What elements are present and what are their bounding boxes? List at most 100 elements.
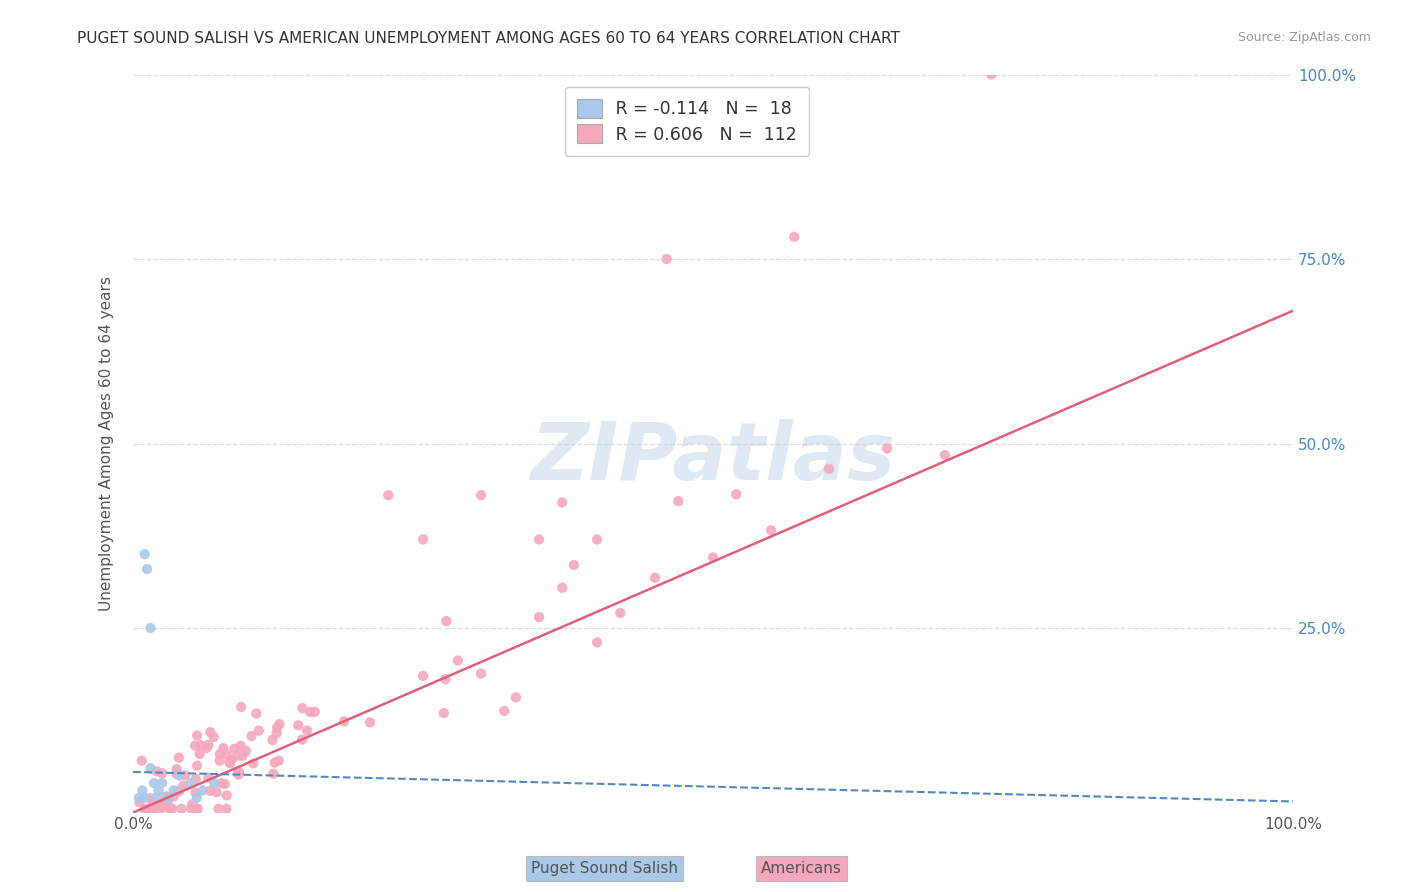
Point [551, 581, 574, 595]
Point [221, 752, 243, 766]
Point [247, 723, 270, 738]
Point [156, 795, 179, 809]
Point [166, 767, 188, 781]
Point [224, 741, 246, 756]
Point [181, 797, 204, 811]
Point [156, 790, 179, 805]
Point [267, 754, 290, 768]
Point [188, 747, 211, 761]
Text: Source: ZipAtlas.com: Source: ZipAtlas.com [1237, 31, 1371, 45]
Point [150, 766, 173, 780]
Point [180, 776, 202, 790]
Point [139, 791, 162, 805]
Point [184, 785, 207, 799]
Point [725, 487, 748, 501]
Point [229, 700, 252, 714]
Point [551, 495, 574, 509]
Point [205, 785, 228, 799]
Text: Americans: Americans [761, 861, 842, 876]
Point [174, 768, 197, 782]
Point [184, 772, 207, 786]
Point [208, 754, 231, 768]
Point [149, 796, 172, 810]
Point [702, 550, 724, 565]
Point [412, 533, 434, 547]
Point [433, 706, 456, 720]
Legend:  R = -0.114   N =  18,  R = 0.606   N =  112: R = -0.114 N = 18, R = 0.606 N = 112 [565, 87, 810, 156]
Point [155, 789, 177, 804]
Point [228, 764, 250, 779]
Point [219, 756, 242, 771]
Point [186, 758, 208, 772]
Point [195, 740, 218, 755]
Point [131, 754, 153, 768]
Point [266, 726, 288, 740]
Point [163, 783, 186, 797]
Point [139, 621, 162, 635]
Point [207, 802, 229, 816]
Point [202, 730, 225, 744]
Point [186, 729, 208, 743]
Point [209, 776, 232, 790]
Point [818, 462, 841, 476]
Point [245, 706, 267, 721]
Point [166, 762, 188, 776]
Point [215, 802, 238, 816]
Point [136, 562, 159, 576]
Point [157, 800, 180, 814]
Point [128, 795, 150, 809]
Point [186, 790, 208, 805]
Point [262, 733, 284, 747]
Point [231, 748, 253, 763]
Point [172, 779, 194, 793]
Point [142, 797, 165, 811]
Point [145, 790, 167, 805]
Point [505, 690, 527, 705]
Point [134, 802, 156, 816]
Point [644, 571, 666, 585]
Point [214, 777, 236, 791]
Point [263, 756, 285, 770]
Point [586, 635, 609, 649]
Point [262, 766, 284, 780]
Point [134, 790, 156, 805]
Point [134, 547, 156, 561]
Point [162, 802, 184, 816]
Point [287, 718, 309, 732]
Point [359, 715, 381, 730]
Point [148, 802, 170, 816]
Point [146, 764, 169, 779]
Point [218, 755, 240, 769]
Point [157, 791, 180, 805]
Point [198, 783, 221, 797]
Point [187, 802, 209, 816]
Point [138, 802, 160, 816]
Y-axis label: Unemployment Among Ages 60 to 64 years: Unemployment Among Ages 60 to 64 years [100, 277, 114, 611]
Point [235, 744, 257, 758]
Point [934, 448, 956, 462]
Point [470, 488, 492, 502]
Point [434, 614, 457, 628]
Point [139, 802, 162, 816]
Point [191, 783, 214, 797]
Text: ZIPatlas: ZIPatlas [530, 419, 896, 497]
Point [197, 771, 219, 785]
Point [226, 766, 249, 780]
Point [208, 747, 231, 762]
Point [160, 802, 183, 816]
Point [229, 739, 252, 753]
Point [759, 523, 782, 537]
Point [447, 653, 470, 667]
Point [299, 705, 322, 719]
Point [783, 230, 806, 244]
Point [304, 705, 326, 719]
Point [150, 776, 173, 790]
Point [434, 673, 457, 687]
Point [586, 533, 609, 547]
Point [159, 802, 181, 816]
Point [143, 776, 166, 790]
Point [562, 558, 585, 572]
Point [494, 704, 516, 718]
Point [412, 669, 434, 683]
Point [980, 68, 1002, 82]
